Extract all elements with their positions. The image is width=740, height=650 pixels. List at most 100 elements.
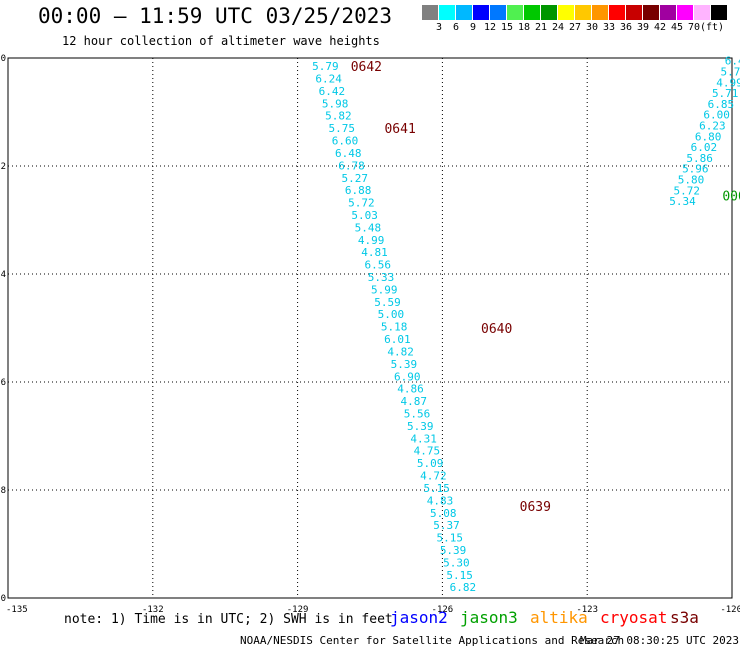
color-swatch — [626, 5, 642, 20]
satellite-label-altika: altika — [530, 608, 588, 627]
satellite-label-jason3: jason3 — [460, 608, 518, 627]
color-swatch — [677, 5, 693, 20]
scale-label: 30 — [585, 22, 599, 33]
wave-height-value: 5.15 — [437, 532, 464, 545]
wave-height-value: 5.72 — [348, 197, 375, 210]
page-title: 00:00 – 11:59 UTC 03/25/2023 — [38, 4, 393, 28]
color-swatch — [575, 5, 591, 20]
wave-height-value: 6.01 — [384, 333, 411, 346]
wave-height-value: 6.24 — [315, 73, 342, 86]
y-tick-label: -14 — [0, 270, 6, 280]
wave-height-value: 6.60 — [332, 135, 359, 148]
wave-height-value: 6.02 — [691, 141, 718, 154]
scale-label: 42 — [653, 22, 667, 33]
wave-height-value: 5.39 — [407, 420, 434, 433]
wave-height-value: 4.31 — [410, 432, 437, 445]
wave-height-value: 5.33 — [368, 271, 395, 284]
wave-height-value: 5.48 — [355, 221, 382, 234]
wave-height-value: 5.08 — [430, 507, 457, 520]
color-swatch — [660, 5, 676, 20]
wave-height-value: 5.71 — [720, 66, 740, 79]
wave-height-value: 5.00 — [378, 308, 405, 321]
color-swatch — [439, 5, 455, 20]
wave-height-value: 4.75 — [414, 445, 441, 458]
y-tick-label: -20 — [0, 594, 6, 604]
wave-height-value: 5.96 — [682, 163, 709, 176]
wave-height-value: 4.87 — [401, 395, 428, 408]
color-swatch — [422, 5, 438, 20]
scale-label: 18 — [517, 22, 531, 33]
legend-note: note: 1) Time is in UTC; 2) SWH is in fe… — [64, 612, 393, 627]
color-swatch — [473, 5, 489, 20]
wave-height-value: 6.88 — [345, 184, 372, 197]
wave-height-value: 4.99 — [716, 76, 740, 89]
pass-time-label: 0642 — [351, 60, 382, 75]
wave-height-value: 5.99 — [371, 283, 398, 296]
wave-height-value: 6.48 — [335, 147, 362, 160]
satellite-label-jason2: jason2 — [390, 608, 448, 627]
scale-label: 24 — [551, 22, 565, 33]
x-tick-label: -120 — [720, 605, 740, 615]
x-tick-label: -135 — [6, 605, 28, 615]
wave-height-value: 4.82 — [387, 345, 414, 358]
wave-height-value: 6.46 — [725, 55, 740, 68]
wave-height-value: 5.86 — [686, 152, 713, 165]
wave-height-value: 5.39 — [440, 544, 467, 557]
wave-height-value: 4.72 — [420, 470, 447, 483]
color-swatch — [541, 5, 557, 20]
wave-height-value: 5.39 — [391, 358, 418, 371]
wave-height-value: 6.00 — [703, 109, 730, 122]
wave-height-value: 5.15 — [446, 569, 473, 582]
pass-time-label: 0641 — [384, 122, 415, 137]
wave-height-value: 6.42 — [319, 85, 346, 98]
x-tick-label: -126 — [432, 605, 454, 615]
x-tick-label: -123 — [576, 605, 598, 615]
wave-height-value: 6.78 — [338, 159, 365, 172]
color-swatch — [558, 5, 574, 20]
x-tick-label: -129 — [287, 605, 309, 615]
scale-label: 39 — [636, 22, 650, 33]
scale-label: 12 — [483, 22, 497, 33]
color-swatch — [609, 5, 625, 20]
scale-label: 36 — [619, 22, 633, 33]
scale-label: 45 — [670, 22, 684, 33]
wave-height-value: 4.99 — [358, 234, 385, 247]
color-swatch — [456, 5, 472, 20]
color-swatch — [643, 5, 659, 20]
wave-height-value: 5.71 — [712, 87, 739, 100]
wave-height-value: 6.23 — [699, 120, 726, 133]
page-subtitle: 12 hour collection of altimeter wave hei… — [62, 34, 380, 48]
wave-height-value: 4.81 — [361, 246, 388, 259]
scale-label: 27 — [568, 22, 582, 33]
map-frame — [7, 57, 733, 599]
satellite-label-cryosat: cryosat — [600, 608, 668, 627]
wave-height-value: 6.90 — [394, 370, 421, 383]
scale-label: 21 — [534, 22, 548, 33]
pass-time-label: 0639 — [520, 500, 551, 515]
wave-height-value: 5.80 — [678, 174, 705, 187]
wave-height-value: 5.30 — [443, 556, 470, 569]
color-swatch — [507, 5, 523, 20]
scale-label: 33 — [602, 22, 616, 33]
scale-label: 15 — [500, 22, 514, 33]
wave-height-value: 5.15 — [423, 482, 450, 495]
color-swatch — [524, 5, 540, 20]
wave-height-value: 5.18 — [381, 321, 408, 334]
wave-height-value: 5.72 — [674, 184, 701, 197]
scale-label: 70 — [687, 22, 701, 33]
wave-height-value: 5.09 — [417, 457, 444, 470]
wave-height-value: 5.03 — [351, 209, 378, 222]
wave-height-value: 5.98 — [322, 97, 349, 110]
wave-height-value: 5.59 — [374, 296, 401, 309]
wave-height-value: 6.80 — [695, 130, 722, 143]
wave-height-value: 5.82 — [325, 110, 352, 123]
pass-time-label: 0640 — [481, 322, 512, 337]
wave-height-value: 6.56 — [364, 259, 391, 272]
y-tick-label: -16 — [0, 378, 6, 388]
wave-height-value: 5.56 — [404, 408, 431, 421]
color-swatch — [711, 5, 727, 20]
y-tick-label: -18 — [0, 486, 6, 496]
scale-label: 3 — [435, 22, 443, 33]
wave-height-value: 5.34 — [669, 195, 696, 208]
wave-height-value: 5.75 — [328, 122, 355, 135]
